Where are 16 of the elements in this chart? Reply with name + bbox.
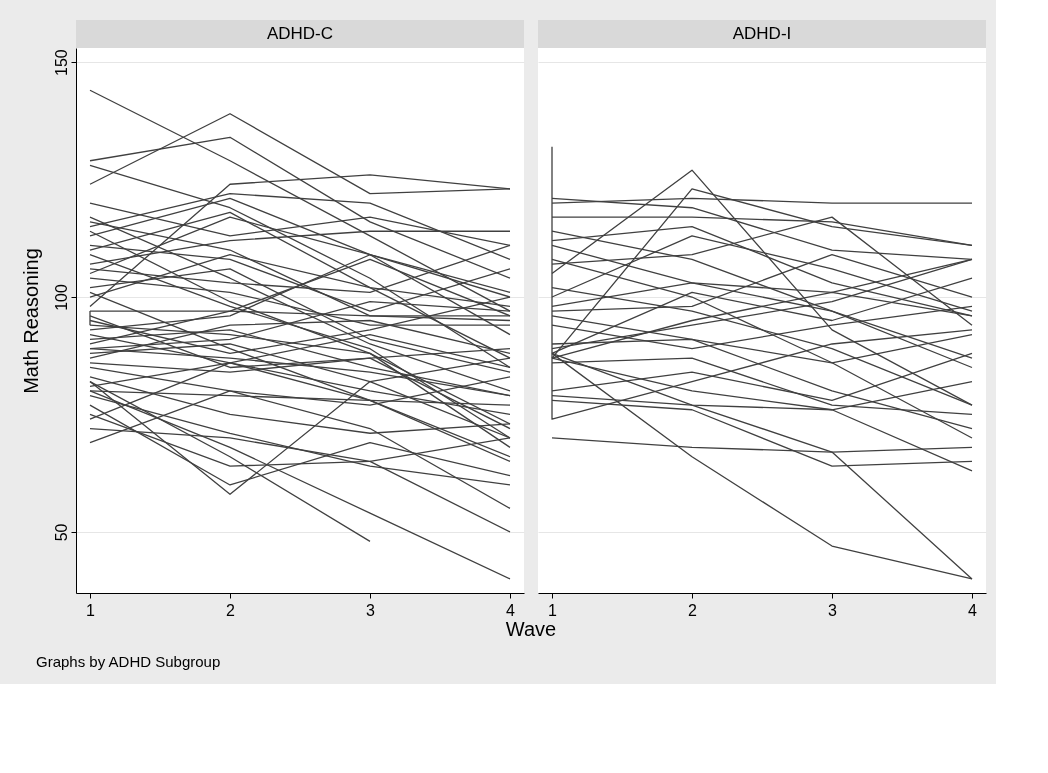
text: Graphs by ADHD Subgroup bbox=[36, 653, 221, 670]
x-tick-label: 2 bbox=[226, 601, 236, 619]
x-tick-label: 4 bbox=[506, 601, 516, 619]
y-axis-title: Math Reasoning bbox=[19, 248, 42, 394]
x-tick-label: 1 bbox=[86, 601, 96, 619]
x-tick-label: 1 bbox=[548, 601, 558, 619]
chart-title: ADHD-I bbox=[732, 24, 792, 43]
y-tick-label: 50 bbox=[52, 523, 70, 542]
x-tick-label: 3 bbox=[366, 601, 376, 619]
x-tick-label: 2 bbox=[688, 601, 698, 619]
x-axis-title: Wave bbox=[505, 618, 557, 640]
x-tick-label: 4 bbox=[968, 601, 978, 619]
y-tick-label: 100 bbox=[52, 284, 70, 311]
y-tick-label: 150 bbox=[52, 49, 70, 76]
chart-title: ADHD-C bbox=[266, 24, 334, 43]
x-tick-label: 3 bbox=[828, 601, 838, 619]
